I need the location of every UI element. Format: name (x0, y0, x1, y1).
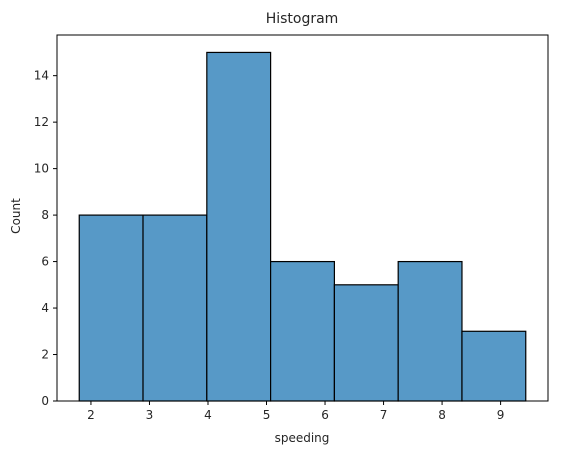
y-tick-label: 4 (41, 301, 49, 315)
x-tick-label: 6 (321, 408, 329, 422)
x-axis-title: speeding (275, 431, 330, 445)
x-tick-label: 3 (146, 408, 154, 422)
x-tick-label: 9 (497, 408, 505, 422)
chart-title: Histogram (266, 11, 339, 27)
y-tick-label: 8 (41, 208, 49, 222)
y-axis-title: Count (9, 198, 23, 234)
histogram-bar (271, 262, 335, 401)
y-tick-label: 12 (34, 115, 49, 129)
x-tick-label: 2 (87, 408, 95, 422)
histogram-bar (334, 285, 398, 401)
histogram-bar (462, 331, 526, 401)
histogram-bar (79, 215, 143, 401)
x-tick-label: 8 (438, 408, 446, 422)
y-tick-label: 14 (34, 69, 49, 83)
y-tick-label: 2 (41, 348, 49, 362)
y-tick-label: 6 (41, 255, 49, 269)
x-tick-label: 5 (263, 408, 271, 422)
y-tick-label: 0 (41, 394, 49, 408)
x-tick-label: 7 (380, 408, 388, 422)
histogram-bar (398, 262, 462, 401)
x-tick-label: 4 (204, 408, 212, 422)
histogram-bar (207, 52, 271, 401)
histogram-bar (143, 215, 207, 401)
y-tick-label: 10 (34, 162, 49, 176)
bars-group (79, 52, 526, 401)
